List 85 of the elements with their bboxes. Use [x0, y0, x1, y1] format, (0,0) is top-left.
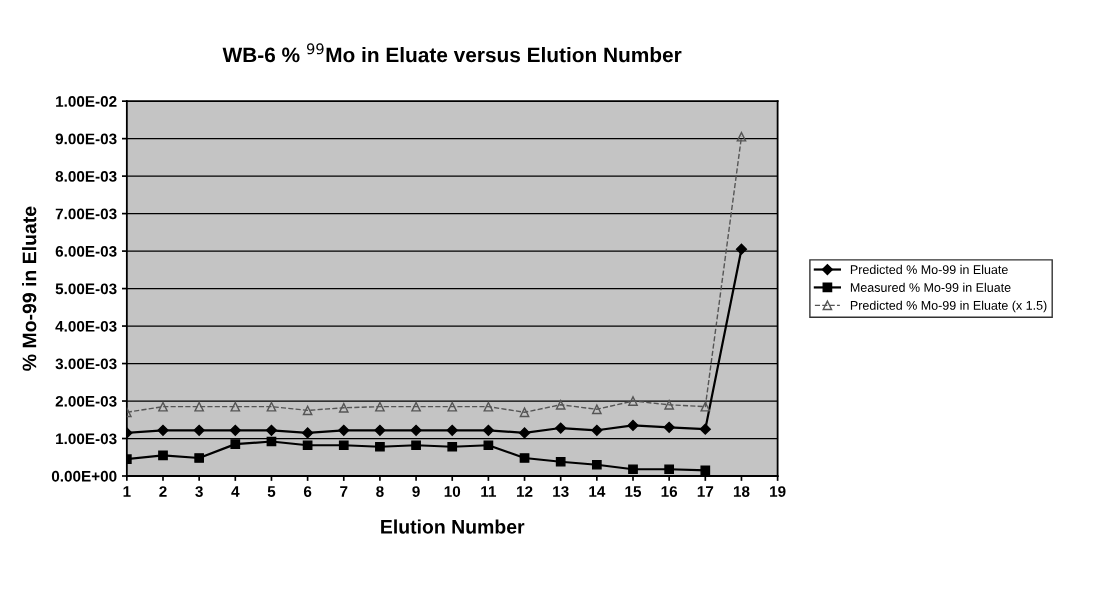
chart-title: WB-6 % $^{99}$Mo in Eluate versus Elution Number — [222, 43, 682, 63]
x-tick-label: 9 — [412, 486, 420, 497]
point — [194, 453, 205, 463]
point — [447, 401, 458, 412]
y-axis-title: % Mo-99 in Eluate — [22, 206, 37, 371]
point — [338, 440, 349, 451]
point — [230, 401, 241, 412]
y-tick-label: 8.00E-03 — [55, 170, 117, 182]
x-tick-label: 1 — [123, 486, 131, 497]
y-tick-label: 0.00E+00 — [51, 470, 117, 482]
point — [158, 401, 168, 412]
point — [700, 465, 711, 476]
point — [519, 407, 530, 418]
point — [411, 440, 421, 451]
y-tick-label: 5.00E-03 — [55, 283, 117, 295]
point — [627, 419, 639, 432]
legend-label: Predicted % Mo-99 in Eluate (x 1.5) — [850, 300, 1047, 313]
x-tick-label: 19 — [770, 486, 786, 497]
x-tick-label: 18 — [733, 486, 750, 497]
point — [193, 424, 205, 436]
point — [374, 424, 386, 436]
x-tick-label: 8 — [376, 486, 384, 497]
point — [519, 453, 530, 463]
x-tick-label: 17 — [697, 486, 714, 497]
point — [375, 441, 385, 452]
point — [158, 450, 168, 461]
point — [483, 401, 494, 412]
legend-label: Predicted % Mo-99 in Eluate — [850, 264, 1008, 275]
x-tick-label: 14 — [589, 486, 606, 497]
point — [302, 427, 314, 439]
point — [338, 402, 349, 413]
point — [700, 401, 711, 412]
x-tick-label: 3 — [195, 486, 203, 497]
point — [194, 401, 205, 412]
x-tick-label: 12 — [517, 486, 533, 497]
point — [555, 422, 567, 434]
point — [410, 424, 422, 436]
point — [230, 439, 241, 449]
point — [446, 424, 458, 436]
y-tick-label: 3.00E-03 — [55, 358, 117, 370]
point — [265, 424, 278, 436]
point — [266, 401, 277, 412]
x-tick-label: 4 — [231, 486, 240, 497]
point — [447, 441, 458, 452]
point — [591, 404, 602, 415]
x-tick-label: 2 — [159, 486, 167, 497]
x-tick-label: 5 — [267, 486, 276, 497]
x-tick-label: 11 — [481, 486, 497, 497]
y-tick-label: 1.00E-02 — [56, 96, 117, 107]
y-tick-label: 1.00E-03 — [56, 433, 117, 445]
point — [375, 401, 385, 412]
point — [483, 440, 494, 451]
y-tick-label: 6.00E-03 — [55, 245, 117, 257]
point — [229, 424, 241, 436]
y-tick-label: 7.00E-03 — [55, 208, 117, 220]
point — [736, 131, 747, 142]
point — [555, 399, 566, 410]
y-tick-label: 9.00E-03 — [55, 133, 117, 145]
point — [555, 456, 566, 467]
point — [518, 427, 531, 439]
point — [699, 423, 711, 435]
x-tick-label: 13 — [553, 486, 569, 497]
legend-label: Measured % Mo-99 in Eluate — [850, 282, 1011, 292]
y-tick-label: 2.00E-03 — [55, 395, 117, 407]
point — [664, 464, 675, 475]
x-tick-label: 16 — [661, 486, 678, 497]
point — [338, 424, 350, 436]
point — [482, 424, 494, 436]
x-tick-label: 10 — [444, 486, 461, 497]
point — [302, 440, 313, 451]
point — [157, 424, 169, 436]
point — [411, 401, 421, 412]
point — [628, 464, 638, 475]
x-tick-label: 6 — [303, 486, 312, 497]
point — [591, 424, 603, 436]
point — [628, 396, 638, 406]
x-tick-label: 7 — [340, 486, 348, 497]
x-tick-label: 15 — [625, 486, 642, 497]
point — [302, 405, 313, 416]
point — [663, 421, 675, 433]
point — [664, 399, 675, 410]
point — [591, 459, 602, 470]
x-axis-title: Elution Number — [381, 519, 525, 534]
y-tick-label: 4.00E-03 — [55, 320, 117, 332]
point — [735, 243, 748, 255]
